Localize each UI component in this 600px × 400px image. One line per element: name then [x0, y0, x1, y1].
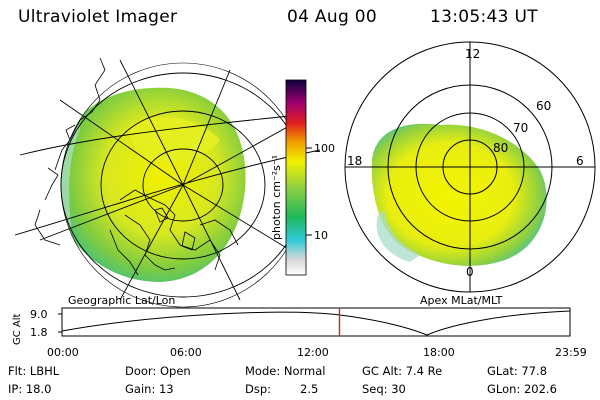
- apex-grid: [344, 41, 596, 293]
- altitude-plot: 9.0 1.8 GC Alt 00:00 06:00 12:00 18:00 2…: [12, 307, 587, 359]
- altitude-plot-frame: [61, 307, 571, 337]
- altitude-xtick-0600: 06:00: [170, 346, 202, 359]
- mlat-label-80: 80: [493, 141, 508, 155]
- mlat-label-60: 60: [536, 99, 551, 113]
- colorbar-unit-label: photon cm⁻²s⁻¹: [270, 155, 283, 240]
- apex-panel-label: Apex MLat/MLT: [420, 294, 503, 307]
- geo-coastlines: [34, 57, 239, 276]
- glon-readout: GLon: 202.6: [487, 382, 557, 396]
- altitude-ylabel-high: 9.0: [30, 308, 48, 321]
- altitude-xtick-1800: 18:00: [423, 346, 455, 359]
- time-label: 13:05:43 UT: [430, 7, 538, 27]
- geographic-panel: [14, 57, 321, 308]
- dsp-label: Dsp:: [245, 382, 272, 396]
- geo-panel-label: Geographic Lat/Lon: [68, 294, 175, 307]
- altitude-axis-title: GC Alt: [12, 313, 23, 345]
- geo-grid: [14, 59, 321, 301]
- apex-panel: 12 0 18 6 60 70 80: [344, 41, 596, 293]
- date-label: 04 Aug 00: [287, 7, 377, 27]
- altitude-curve: [61, 310, 571, 336]
- instrument-title: Ultraviolet Imager: [18, 7, 178, 27]
- dsp-value: 2.5: [300, 382, 319, 396]
- colorbar-label-10: 10: [314, 229, 328, 242]
- altitude-xtick-1200: 12:00: [297, 346, 329, 359]
- mlt-label-18: 18: [347, 154, 362, 168]
- altitude-xtick-0000: 00:00: [47, 346, 79, 359]
- glat-readout: GLat: 77.8: [487, 364, 548, 378]
- color-bar-gradient: [285, 79, 307, 276]
- altitude-ylabel-low: 1.8: [30, 326, 48, 339]
- gain-readout: Gain: 13: [125, 382, 174, 396]
- mlat-label-70: 70: [513, 121, 528, 135]
- apex-aurora-oval: [371, 123, 547, 266]
- filter-readout: Flt: LBHL: [8, 364, 60, 378]
- mlt-label-0: 0: [466, 265, 474, 279]
- ip-readout: IP: 18.0: [8, 382, 52, 396]
- color-bar: 100 10 photon cm⁻²s⁻¹: [270, 79, 335, 276]
- mlt-label-12: 12: [465, 47, 480, 61]
- apex-aurora-edge: [376, 210, 420, 262]
- gc-alt-readout: GC Alt: 7.4 Re: [362, 364, 443, 378]
- mlt-label-6: 6: [576, 154, 584, 168]
- colorbar-label-100: 100: [314, 142, 335, 155]
- seq-readout: Seq: 30: [362, 382, 406, 396]
- mode-readout: Mode: Normal: [245, 364, 326, 378]
- altitude-xtick-2359: 23:59: [555, 346, 587, 359]
- door-readout: Door: Open: [125, 364, 191, 378]
